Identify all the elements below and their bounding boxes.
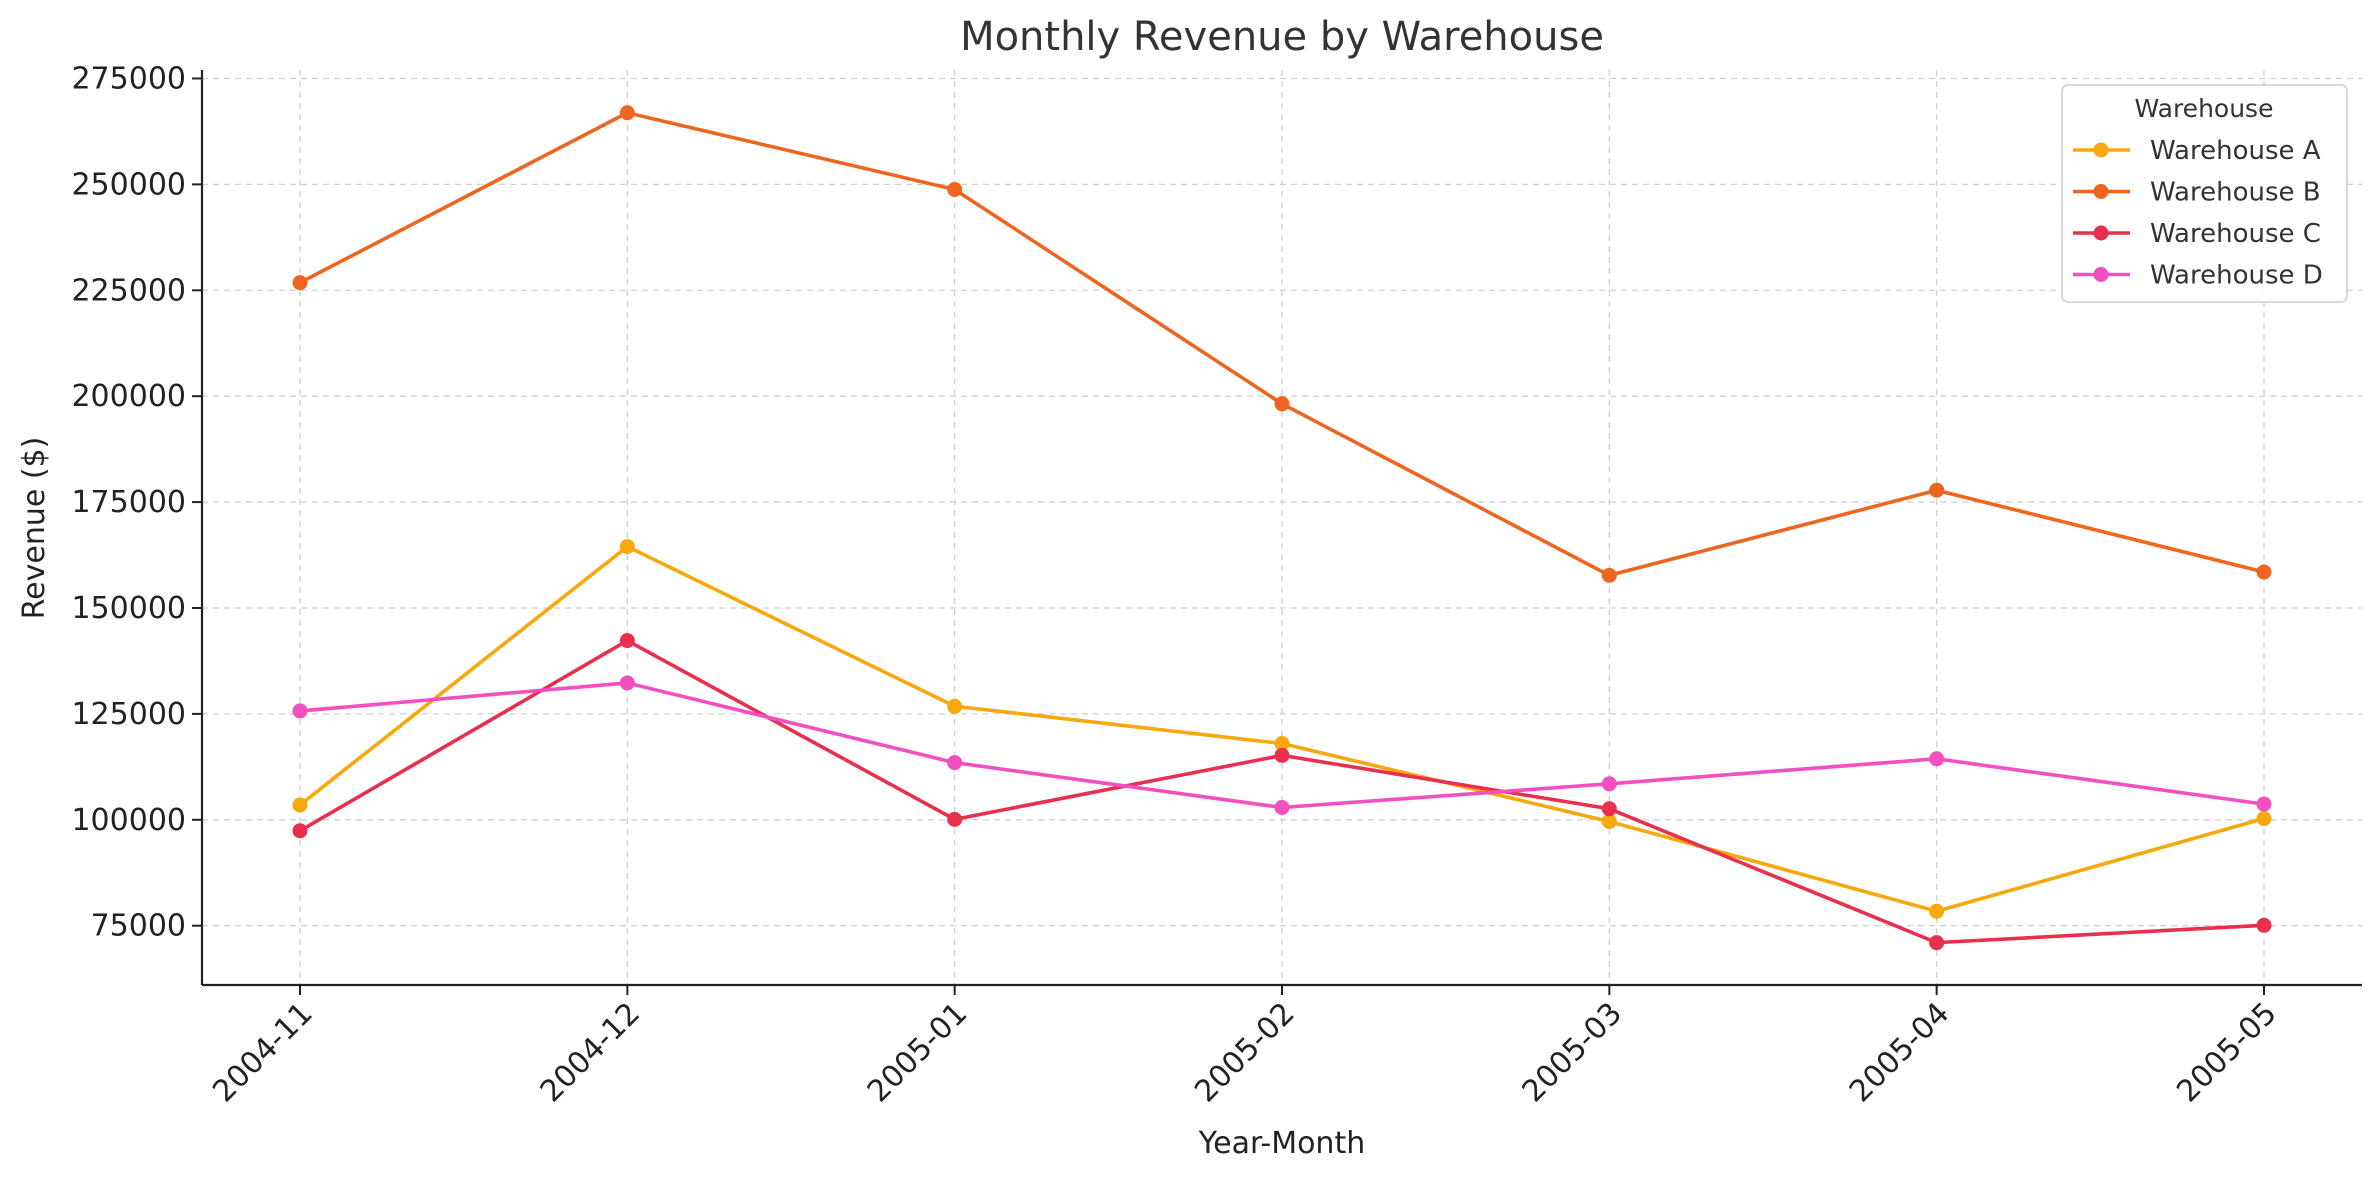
- data-point-warehouse-b: [1929, 482, 1945, 498]
- data-point-warehouse-a: [1601, 813, 1617, 829]
- y-tick-label: 150000: [71, 591, 186, 626]
- x-tick-label: 2004-12: [534, 996, 647, 1109]
- legend-item-warehouse-b: Warehouse B: [2073, 178, 2321, 208]
- data-point-warehouse-d: [2256, 796, 2272, 812]
- legend-box: [2061, 84, 2348, 303]
- data-point-warehouse-b: [947, 181, 963, 197]
- data-point-warehouse-d: [1929, 751, 1945, 767]
- data-point-warehouse-d: [947, 755, 963, 771]
- data-point-warehouse-a: [947, 698, 963, 714]
- data-point-warehouse-a: [1274, 736, 1290, 752]
- legend-swatch-marker: [2093, 142, 2109, 158]
- y-tick-label: 75000: [91, 909, 186, 944]
- legend-items: Warehouse A Warehouse B Warehouse C Warehou…: [2073, 136, 2323, 291]
- series-layer: [292, 105, 2272, 951]
- data-point-warehouse-d: [1274, 800, 1290, 816]
- x-tick-label: 2005-01: [861, 996, 974, 1109]
- data-point-warehouse-b: [619, 105, 635, 121]
- y-tick-label: 175000: [71, 485, 186, 520]
- legend-item-warehouse-d: Warehouse D: [2073, 261, 2323, 291]
- data-point-warehouse-b: [292, 275, 308, 291]
- series-warehouse-b: [292, 105, 2272, 583]
- series-warehouse-d: [292, 675, 2272, 816]
- x-tick-label: 2005-03: [1516, 996, 1629, 1109]
- data-point-warehouse-d: [292, 703, 308, 719]
- legend-label: Warehouse B: [2150, 178, 2321, 208]
- y-ticks: 75000 100000 125000 150000 175000 200000 22500…: [71, 61, 202, 944]
- data-point-warehouse-c: [292, 823, 308, 839]
- data-point-warehouse-c: [1274, 747, 1290, 763]
- x-axis-label: Year-Month: [1198, 1126, 1365, 1161]
- data-point-warehouse-a: [1929, 903, 1945, 919]
- y-tick-label: 250000: [71, 167, 186, 202]
- data-point-warehouse-d: [619, 675, 635, 691]
- data-point-warehouse-d: [1601, 776, 1617, 792]
- data-point-warehouse-c: [2256, 917, 2272, 933]
- legend-item-warehouse-c: Warehouse C: [2073, 219, 2321, 249]
- series-warehouse-a: [292, 539, 2272, 919]
- legend-item-warehouse-a: Warehouse A: [2073, 136, 2321, 166]
- y-tick-label: 200000: [71, 379, 186, 414]
- y-axis-label: Revenue ($): [17, 437, 52, 620]
- data-point-warehouse-a: [619, 539, 635, 555]
- y-tick-label: 275000: [71, 61, 186, 96]
- legend-swatch-marker: [2093, 267, 2109, 282]
- legend-label: Warehouse A: [2150, 136, 2321, 166]
- y-tick-label: 100000: [71, 803, 186, 838]
- legend-label: Warehouse C: [2150, 219, 2321, 249]
- chart-title: Monthly Revenue by Warehouse: [960, 14, 1604, 60]
- data-point-warehouse-b: [1274, 396, 1290, 412]
- data-point-warehouse-b: [1601, 567, 1617, 583]
- x-tick-label: 2004-11: [206, 996, 319, 1109]
- data-point-warehouse-c: [947, 811, 963, 827]
- legend-swatch-marker: [2093, 225, 2109, 241]
- x-tick-label: 2005-04: [1843, 996, 1956, 1109]
- data-point-warehouse-c: [619, 633, 635, 649]
- data-point-warehouse-a: [292, 797, 308, 813]
- data-point-warehouse-b: [2256, 564, 2272, 580]
- x-ticks: 2004-11 2004-12 2005-01 2005-02 2005-03 2005-…: [206, 985, 2284, 1109]
- series-warehouse-c: [292, 633, 2272, 951]
- legend-title: Warehouse: [2135, 94, 2274, 123]
- grid: [202, 70, 2362, 985]
- data-point-warehouse-c: [1929, 935, 1945, 951]
- legend-label: Warehouse D: [2150, 261, 2323, 291]
- y-tick-label: 125000: [71, 697, 186, 732]
- data-point-warehouse-a: [2256, 811, 2272, 827]
- data-point-warehouse-c: [1601, 801, 1617, 817]
- legend-swatch-marker: [2093, 184, 2109, 199]
- y-tick-label: 225000: [71, 273, 186, 308]
- x-tick-label: 2005-05: [2170, 996, 2283, 1109]
- x-tick-label: 2005-02: [1188, 996, 1301, 1109]
